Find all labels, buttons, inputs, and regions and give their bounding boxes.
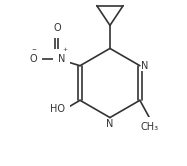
Text: CH₃: CH₃ [141,122,159,132]
Text: $^{-}$: $^{-}$ [31,46,38,55]
Text: N: N [141,61,149,71]
Text: N: N [58,54,65,64]
Text: O: O [53,23,61,33]
Text: HO: HO [50,104,65,114]
Text: $^{+}$: $^{+}$ [62,46,69,55]
Text: O: O [30,54,38,64]
Text: N: N [106,119,114,129]
